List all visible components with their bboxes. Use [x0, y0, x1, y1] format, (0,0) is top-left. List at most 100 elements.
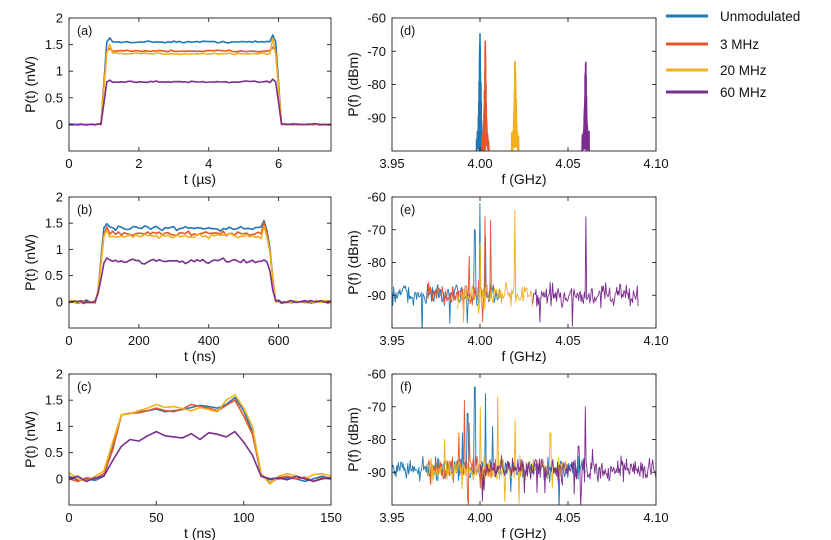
xtick-label-d-1: 4.00	[467, 156, 492, 171]
xtick-label-f-0: 3.95	[379, 510, 404, 525]
xlabel-d: f (GHz)	[501, 171, 546, 187]
ytick-label-e-2: -70	[367, 222, 386, 237]
ytick-label-c-3: 1.5	[45, 393, 63, 408]
xtick-label-f-2: 4.05	[555, 510, 580, 525]
xtick-label-e-3: 4.10	[643, 333, 668, 348]
legend: Unmodulated 3 MHz 20 MHz 60 MHz	[666, 9, 800, 100]
xtick-label-b-1: 200	[128, 333, 150, 348]
xtick-label-c-2: 100	[233, 510, 255, 525]
ytick-label-b-1: 0.5	[45, 268, 63, 283]
xtick-label-a-1: 2	[135, 156, 142, 171]
series-c-3-mhz	[69, 399, 331, 484]
axes-frame-a	[68, 17, 332, 152]
panel-label-a: (a)	[77, 24, 92, 38]
ytick-label-c-0: 0	[56, 471, 63, 486]
xtick-label-c-3: 150	[320, 510, 342, 525]
panel-label-b: (b)	[77, 203, 92, 217]
series-f-unmodulated	[392, 386, 586, 505]
legend-label-20mhz: 20 MHz	[720, 63, 767, 78]
ytick-label-a-3: 1.5	[45, 37, 63, 52]
xtick-label-d-2: 4.05	[555, 156, 580, 171]
xtick-label-b-2: 400	[198, 333, 220, 348]
ytick-label-e-3: -60	[367, 190, 386, 205]
series-d-20-mhz	[510, 60, 520, 151]
axes-frame-e	[391, 196, 657, 329]
ytick-label-a-1: 0.5	[45, 90, 63, 105]
ytick-label-f-3: -60	[367, 367, 386, 382]
series-e-60-mhz	[532, 216, 639, 327]
ytick-label-c-4: 2	[56, 367, 63, 382]
xtick-label-c-1: 50	[149, 510, 163, 525]
chart-c: 0 50 100 150 0 0.5 1 1.5 2 t (ns) P(t) (nW) (c)	[22, 367, 342, 540]
series-a-60-mhz	[69, 78, 331, 126]
ytick-label-e-1: -80	[367, 255, 386, 270]
panel-label-d: (d)	[400, 24, 415, 38]
panel-label-f: (f)	[400, 380, 412, 394]
ytick-label-c-2: 1	[56, 419, 63, 434]
ytick-label-a-2: 1	[56, 64, 63, 79]
ytick-label-f-0: -90	[367, 465, 386, 480]
ytick-label-b-3: 1.5	[45, 216, 63, 231]
series-e-20-mhz	[456, 209, 533, 323]
xtick-label-c-0: 0	[65, 510, 72, 525]
series-f-60-mhz	[479, 406, 656, 505]
xtick-label-e-1: 4.00	[467, 333, 492, 348]
ytick-label-a-4: 2	[56, 11, 63, 26]
chart-f: 3.95 4.00 4.05 4.10 -90 -80 -70 -60 f (GHz) P(f) …	[345, 367, 669, 540]
ytick-label-b-2: 1	[56, 242, 63, 257]
plot-area-e	[392, 203, 639, 328]
xlabel-e: f (GHz)	[501, 348, 546, 364]
ytick-label-f-2: -70	[367, 399, 386, 414]
xtick-label-e-2: 4.05	[555, 333, 580, 348]
series-d-60-mhz	[581, 61, 590, 151]
xtick-label-a-0: 0	[65, 156, 72, 171]
ylabel-f: P(f) (dBm)	[345, 407, 361, 472]
ytick-label-b-4: 2	[56, 190, 63, 205]
series-b-60-mhz	[69, 257, 331, 305]
ylabel-e: P(f) (dBm)	[345, 230, 361, 295]
ytick-label-e-0: -90	[367, 288, 386, 303]
panel-label-c: (c)	[77, 380, 92, 394]
plot-area-c	[69, 394, 331, 485]
xlabel-f: f (GHz)	[501, 525, 546, 540]
chart-d: 3.95 4.00 4.05 4.10 -90 -80 -70 -60 f (GHz) P(f) …	[345, 11, 669, 188]
xtick-label-d-3: 4.10	[643, 156, 668, 171]
xtick-label-b-0: 0	[65, 333, 72, 348]
axes-frame-b	[68, 196, 332, 329]
ytick-label-f-1: -80	[367, 432, 386, 447]
xlabel-b: t (ns)	[184, 348, 216, 364]
ytick-label-b-0: 0	[56, 294, 63, 309]
legend-label-3mhz: 3 MHz	[720, 37, 759, 52]
plot-area-b	[69, 219, 331, 305]
series-f-20-mhz	[426, 396, 568, 504]
axes-frame-d	[391, 17, 657, 152]
chart-b: 0 200 400 600 0 0.5 1 1.5 2 t (ns) P(t) (nW) (b)	[22, 190, 332, 364]
chart-a: 0 2 4 6 0 0.5 1 1.5 2 t (µs) P(t) (nW) (a)	[22, 11, 332, 187]
xtick-label-f-3: 4.10	[643, 510, 668, 525]
series-e-3-mhz	[426, 216, 493, 323]
ytick-label-d-1: -80	[367, 77, 386, 92]
plot-area-f	[392, 386, 656, 505]
ylabel-c: P(t) (nW)	[22, 411, 38, 468]
chart-e: 3.95 4.00 4.05 4.10 -90 -80 -70 -60 f (GHz) P(f) …	[345, 190, 669, 365]
series-b-20-mhz	[69, 225, 331, 304]
ylabel-a: P(t) (nW)	[22, 56, 38, 113]
series-c-20-mhz	[69, 394, 331, 485]
xtick-label-d-0: 3.95	[379, 156, 404, 171]
ytick-label-d-2: -70	[367, 44, 386, 59]
series-c-60-mhz	[69, 430, 331, 483]
plot-area-a	[69, 34, 331, 126]
ytick-label-c-1: 0.5	[45, 445, 63, 460]
ylabel-b: P(t) (nW)	[22, 234, 38, 291]
xtick-label-b-3: 600	[268, 333, 290, 348]
series-d-3-mhz	[481, 40, 490, 151]
ytick-label-d-3: -60	[367, 11, 386, 26]
plot-area-d	[475, 33, 590, 151]
xlabel-a: t (µs)	[184, 171, 216, 187]
xtick-label-f-1: 4.00	[467, 510, 492, 525]
xtick-label-e-0: 3.95	[379, 333, 404, 348]
panel-label-e: (e)	[400, 203, 415, 217]
ytick-label-a-0: 0	[56, 117, 63, 132]
xtick-label-a-3: 6	[275, 156, 282, 171]
